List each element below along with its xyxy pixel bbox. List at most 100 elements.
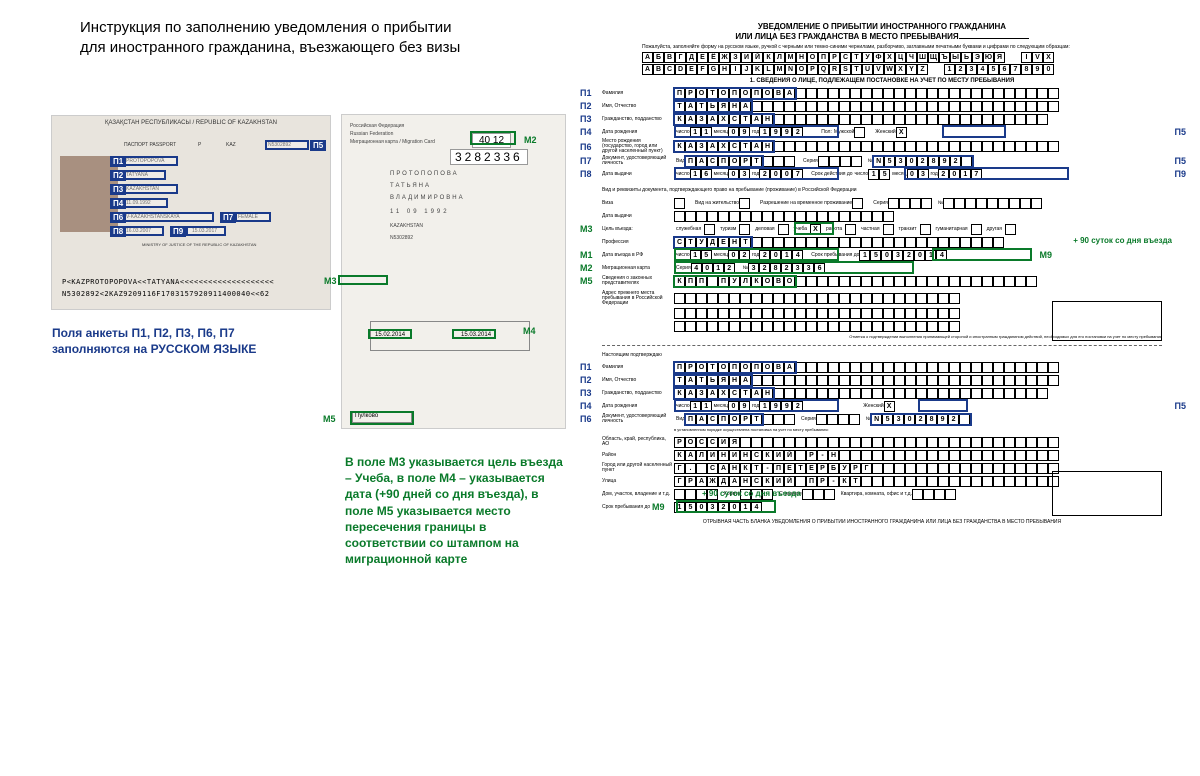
cell [784,375,795,386]
alpha-cell: З [730,52,741,63]
cell [784,388,795,399]
cell [828,308,839,319]
cell: Т [740,114,751,125]
cell [894,321,905,332]
cells-iss-d: 16 [690,169,712,180]
cell: 3 [893,414,904,425]
cell [894,308,905,319]
cell: 9 [937,414,948,425]
cell: Х [718,388,729,399]
cell: А [707,388,718,399]
alpha-cell: F [697,64,708,75]
cells2-docseries [816,414,860,425]
cell [740,308,751,319]
cell [850,237,861,248]
cell [839,321,850,332]
cell [938,101,949,112]
alpha-cell: I [1021,52,1032,63]
title-line2: для иностранного гражданина, въезжающего… [80,38,460,58]
cell: А [707,114,718,125]
cell: Т [751,156,762,167]
cell: 3 [739,169,750,180]
label-m3-mc: М3 [324,276,337,286]
cell: О [729,156,740,167]
cell [773,211,784,222]
lbl-exp-y: год [931,171,938,177]
cell [982,463,993,474]
cell [971,463,982,474]
cell [839,211,850,222]
cell [806,362,817,373]
row-name: П2 Имя, Отчество ТАТЬЯНА [602,100,1162,112]
cell: П [729,362,740,373]
cell [795,450,806,461]
cell [1048,88,1059,99]
row-doc: П7 Документ, удостоверяющий личность Вид… [602,155,1162,167]
blue-note: Поля анкеты П1, П2, П3, П6, П7 заполняют… [52,325,312,357]
cell [960,88,971,99]
cell: А [696,476,707,487]
cell [718,308,729,319]
cell: 2 [724,263,735,274]
cell: Х [718,114,729,125]
box-p4 [124,198,168,208]
cell: Т [696,101,707,112]
cell [795,114,806,125]
cell: Т [751,463,762,474]
lbl-street: Улица [602,479,674,484]
cell [696,321,707,332]
cell [1037,388,1048,399]
cell [861,276,872,287]
row-region: Область, край, республика, АО РОССИЯ [602,436,1162,448]
alpha-cell: X [895,64,906,75]
lbl-expiry: Срок действия до [811,171,852,177]
cell [839,114,850,125]
cell [982,276,993,287]
alphabet-ru-row: АБВГДЕЁЖЗИЙКЛМНОПРСТУФХЦЧШЩЪЫЬЭЮЯIVX [642,52,1162,63]
cells-birthplace: КАЗАХСТАН [674,141,1059,152]
cell: Е [784,463,795,474]
cell: Ь [707,101,718,112]
passport-country: KAZ [226,142,236,148]
cell [965,198,976,209]
cell [982,437,993,448]
cell: 2 [781,263,792,274]
alpha-cell: Я [994,52,1005,63]
row-purpose: М3 Цель въезда: служебнаятуризмделоваяуч… [602,223,1162,235]
cell [762,414,773,425]
lbl-dob-y: год [752,129,759,135]
cell: И [707,450,718,461]
cell: Ж [707,476,718,487]
cell [982,375,993,386]
cell: 2 [759,169,770,180]
form-title-l1: УВЕДОМЛЕНИЕ О ПРИБЫТИИ ИНОСТРАННОГО ГРАЖ… [602,22,1162,32]
cell [1015,362,1026,373]
lbl-mc: Миграционная карта [602,266,674,271]
cell-sex-m [854,127,865,138]
cell: 1 [868,169,879,180]
box-p5 [265,140,309,150]
cell: А [685,114,696,125]
cell: Р [740,414,751,425]
cell: 0 [770,169,781,180]
cell [993,88,1004,99]
cell [1048,141,1059,152]
cell [916,114,927,125]
alpha-cell: Д [686,52,697,63]
cell: А [685,101,696,112]
cell [971,114,982,125]
cell [949,88,960,99]
cell: У [839,463,850,474]
cell [927,463,938,474]
cell [921,198,932,209]
side-p4: П4 [580,127,591,137]
cell [784,237,795,248]
cell: К [674,450,685,461]
cell [861,114,872,125]
cell [861,293,872,304]
cell [1037,114,1048,125]
row-district: Район КАЛИНИНСКИЙ Р-Н [602,449,1162,461]
cell [861,141,872,152]
cell: Я [718,375,729,386]
cell: 3 [918,169,929,180]
